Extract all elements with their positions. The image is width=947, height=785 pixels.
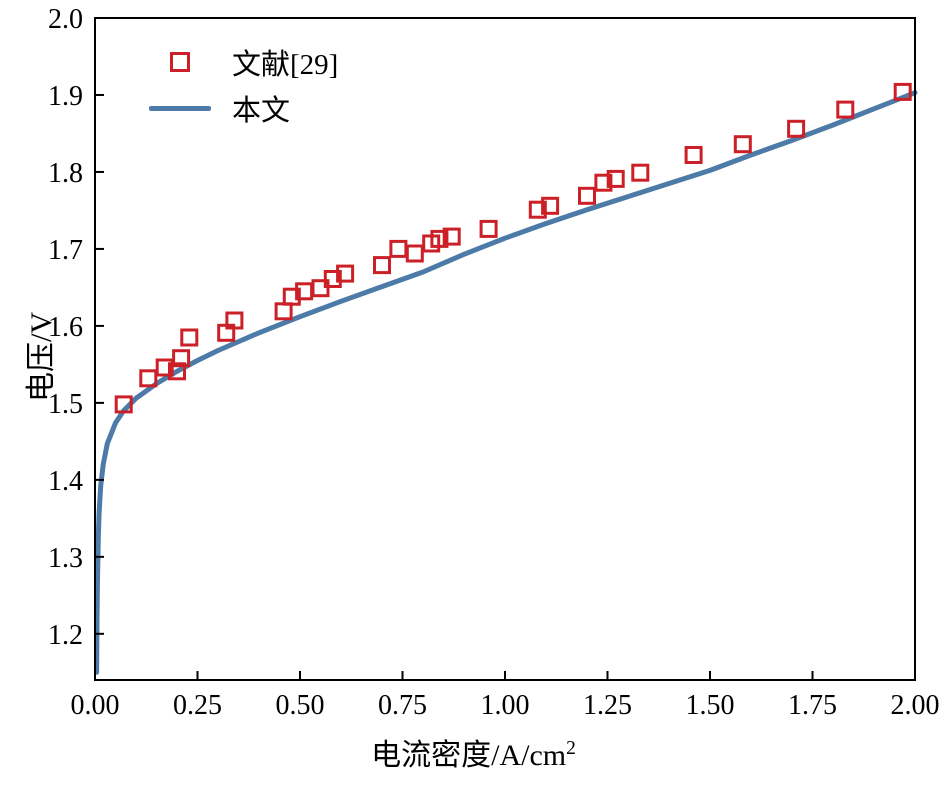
y-axis-ticks: 1.2 1.3 1.4 1.5 1.6 1.7 1.8 1.9 2.0 [48,4,104,651]
legend: 文献[29] 本文 [148,44,339,127]
y-tick-label: 1.6 [48,312,83,343]
data-point-marker [733,135,752,154]
y-tick-label: 1.7 [48,235,83,266]
x-tick-label: 1.75 [788,690,837,721]
data-point-marker [323,270,342,288]
data-point-marker [442,227,461,246]
x-tick-label: 1.00 [481,690,530,721]
line-sample-icon [149,105,211,111]
data-point-marker [836,100,855,119]
legend-swatch-wrap [148,52,212,72]
data-point-marker [389,239,408,258]
legend-label-this-work: 本文 [232,95,291,127]
x-axis-label-text: 电流密度/A/cm [371,739,567,772]
y-tick-label: 1.5 [48,389,83,420]
y-tick-label: 1.3 [48,543,83,574]
data-point-marker [787,119,806,138]
legend-item-this-work: 本文 [148,90,338,127]
data-point-marker [311,279,330,298]
x-tick-label: 2.00 [891,690,940,721]
x-tick-label: 0.25 [173,690,222,721]
data-point-marker [274,302,293,321]
x-tick-label: 1.25 [583,690,632,721]
data-point-marker [479,219,498,238]
data-point-marker [114,395,133,414]
data-point-marker [578,186,596,205]
x-axis-label: 电流密度/A/cm2 [0,730,947,774]
data-point-marker [282,287,301,306]
data-point-marker [594,173,613,192]
data-point-marker [631,163,650,182]
y-tick-label: 1.4 [48,466,83,497]
data-point-marker [430,229,449,248]
data-point-marker [155,358,174,377]
series-scatter-文献[29] [114,82,912,414]
data-point-marker [684,146,703,164]
legend-label-reference: 文献[29] [232,49,339,81]
x-axis-label-superscript: 2 [566,738,576,759]
x-tick-label: 0.50 [276,690,325,721]
x-axis-ticks: 0.00 0.25 0.50 0.75 1.00 1.25 1.50 1.75 2.00 [71,671,940,721]
data-point-marker [528,200,547,219]
x-tick-label: 0.00 [71,690,120,721]
y-tick-label: 1.2 [48,620,83,651]
data-point-marker [336,264,355,283]
data-point-marker [606,169,625,188]
data-point-marker [405,244,424,263]
y-tick-label: 1.8 [48,158,83,189]
data-point-marker [225,311,244,330]
y-tick-label: 2.0 [48,4,83,35]
data-point-marker [541,196,560,215]
data-point-marker [180,328,199,347]
data-point-marker [168,362,186,381]
data-point-marker [893,82,912,101]
y-axis-label-text: 电压/V [25,312,58,402]
data-point-marker [139,369,158,388]
x-tick-label: 1.50 [686,690,735,721]
data-point-marker [172,349,191,368]
y-axis-label: 电压/V [16,297,60,417]
legend-swatch-wrap [148,105,212,111]
y-tick-label: 1.9 [48,81,83,112]
x-tick-label: 0.75 [378,690,427,721]
series-line-本文 [94,90,918,675]
open-square-marker-icon [170,52,190,72]
data-point-marker [373,256,391,275]
legend-item-reference-data: 文献[29] [148,44,339,81]
plot-series [94,82,918,675]
